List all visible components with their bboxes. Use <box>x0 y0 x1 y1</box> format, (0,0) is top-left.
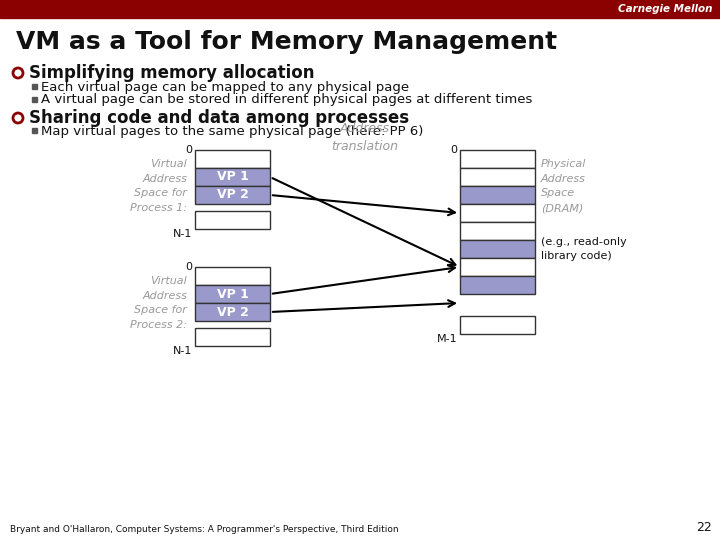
Text: ...: ... <box>226 322 239 336</box>
Bar <box>460 186 535 204</box>
Text: Carnegie Mellon: Carnegie Mellon <box>618 4 712 14</box>
Text: PP 8: PP 8 <box>482 296 513 309</box>
Text: Physical
Address
Space
(DRAM): Physical Address Space (DRAM) <box>541 159 586 213</box>
Bar <box>460 204 535 222</box>
Bar <box>195 328 270 346</box>
Text: PP 2: PP 2 <box>482 206 513 219</box>
Bar <box>460 222 535 240</box>
Bar <box>0 0 720 18</box>
Bar <box>195 303 270 321</box>
Bar <box>460 316 535 334</box>
Text: 0: 0 <box>185 145 192 155</box>
Bar <box>460 240 535 258</box>
Text: A virtual page can be stored in different physical pages at different times: A virtual page can be stored in differen… <box>41 93 532 106</box>
Text: M-1: M-1 <box>436 334 457 344</box>
Text: 0: 0 <box>185 262 192 272</box>
Text: Virtual
Address
Space for
Process 1:: Virtual Address Space for Process 1: <box>130 159 187 213</box>
Bar <box>195 267 270 285</box>
Bar <box>460 258 535 276</box>
Bar <box>32 84 37 89</box>
Bar <box>32 128 37 133</box>
Text: PP 6: PP 6 <box>482 260 513 273</box>
Text: Simplifying memory allocation: Simplifying memory allocation <box>29 64 315 82</box>
Bar <box>460 150 535 168</box>
Text: 0: 0 <box>450 145 457 155</box>
Bar <box>195 285 270 303</box>
Text: VP 2: VP 2 <box>217 188 248 201</box>
Bar <box>195 211 270 229</box>
Text: N-1: N-1 <box>173 346 192 356</box>
Text: (e.g., read-only
library code): (e.g., read-only library code) <box>541 237 626 261</box>
Text: ...: ... <box>226 205 239 219</box>
Bar <box>195 150 270 168</box>
Text: VP 2: VP 2 <box>217 306 248 319</box>
Text: VP 1: VP 1 <box>217 171 248 184</box>
Text: Sharing code and data among processes: Sharing code and data among processes <box>29 109 409 127</box>
Bar <box>32 97 37 102</box>
Bar <box>460 276 535 294</box>
Text: Map virtual pages to the same physical page (here: PP 6): Map virtual pages to the same physical p… <box>41 125 423 138</box>
Bar <box>460 168 535 186</box>
Text: Virtual
Address
Space for
Process 2:: Virtual Address Space for Process 2: <box>130 276 187 330</box>
Text: Bryant and O'Hallaron, Computer Systems: A Programmer's Perspective, Third Editi: Bryant and O'Hallaron, Computer Systems:… <box>10 525 399 534</box>
Text: 22: 22 <box>696 521 712 534</box>
Text: N-1: N-1 <box>173 229 192 239</box>
Bar <box>195 168 270 186</box>
Text: Address
translation: Address translation <box>331 123 398 153</box>
Text: Each virtual page can be mapped to any physical page: Each virtual page can be mapped to any p… <box>41 80 409 93</box>
Bar <box>195 186 270 204</box>
Text: ...: ... <box>491 310 504 324</box>
Text: VM as a Tool for Memory Management: VM as a Tool for Memory Management <box>16 30 557 54</box>
Text: VP 1: VP 1 <box>217 287 248 300</box>
